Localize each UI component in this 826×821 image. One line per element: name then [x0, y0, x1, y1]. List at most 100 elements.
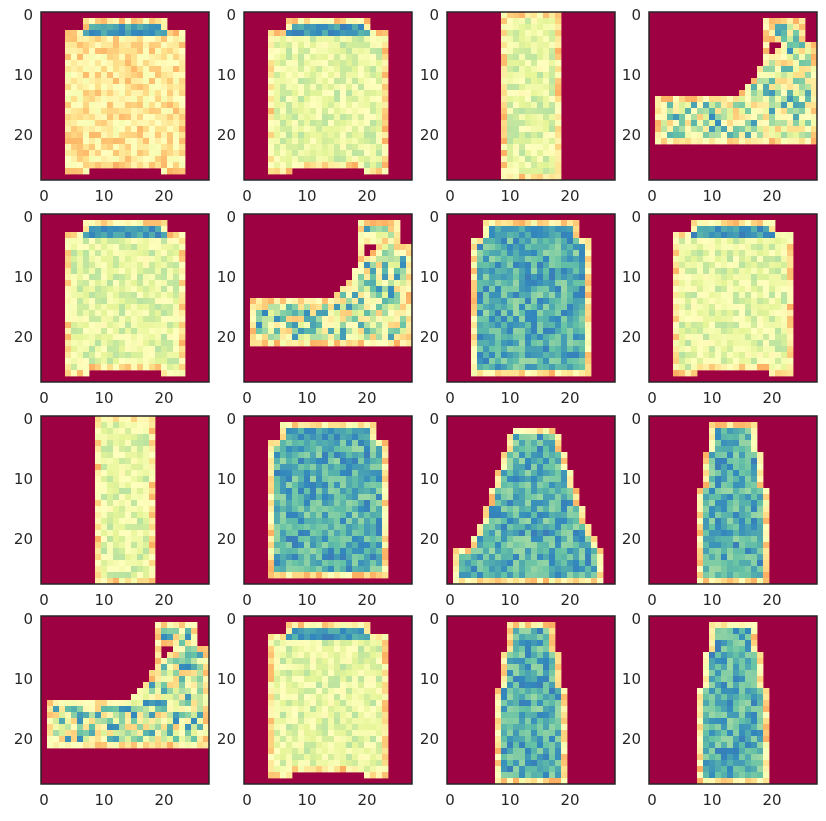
- heatmap-cell: [83, 96, 90, 103]
- heatmap-cell: [155, 162, 162, 169]
- heatmap-cell: [549, 458, 556, 465]
- heatmap-cell: [310, 440, 317, 447]
- heatmap-cell: [501, 500, 508, 507]
- heatmap-cell: [334, 42, 341, 49]
- heatmap-cell: [525, 428, 532, 435]
- heatmap-cell: [579, 506, 586, 513]
- heatmap-cell: [274, 328, 281, 335]
- heatmap-cell: [358, 422, 365, 429]
- heatmap-cell: [382, 156, 389, 163]
- heatmap-cell: [703, 304, 710, 311]
- heatmap-cell: [65, 102, 72, 109]
- heatmap-cell: [328, 464, 335, 471]
- heatmap-cell: [149, 542, 156, 549]
- heatmap-cell: [531, 560, 538, 567]
- heatmap-cell: [119, 42, 126, 49]
- heatmap-cell: [543, 292, 550, 299]
- heatmap-cell: [179, 72, 186, 79]
- heatmap-cell: [173, 66, 180, 73]
- heatmap-cell: [364, 48, 371, 55]
- heatmap-cell: [679, 238, 686, 245]
- heatmap-cell: [555, 244, 562, 251]
- heatmap-cell: [370, 446, 377, 453]
- heatmap-cell: [543, 530, 550, 537]
- heatmap-cell: [149, 506, 156, 513]
- heatmap-cell: [370, 168, 377, 175]
- heatmap-cell: [77, 340, 84, 347]
- heatmap-cell: [113, 220, 120, 227]
- heatmap-cell: [525, 334, 532, 341]
- heatmap-cell: [739, 488, 746, 495]
- heatmap-cell: [549, 476, 556, 483]
- heatmap-cell: [304, 458, 311, 465]
- heatmap-cell: [715, 340, 722, 347]
- heatmap-cell: [71, 358, 78, 365]
- heatmap-cell: [685, 304, 692, 311]
- heatmap-cell: [703, 220, 710, 227]
- heatmap-cell: [262, 298, 269, 305]
- heatmap-cell: [543, 560, 550, 567]
- heatmap-cell: [334, 126, 341, 133]
- heatmap-cell: [519, 560, 526, 567]
- heatmap-cell: [280, 66, 287, 73]
- heatmap-cell: [364, 464, 371, 471]
- heatmap-cell: [95, 42, 102, 49]
- heatmap-cell: [107, 226, 114, 233]
- heatmap-cell: [370, 90, 377, 97]
- heatmap-cell: [400, 292, 407, 299]
- heatmap-cell: [525, 286, 532, 293]
- heatmap-cell: [310, 96, 317, 103]
- heatmap-cell: [155, 310, 162, 317]
- heatmap-cell: [298, 72, 305, 79]
- heatmap-cell: [543, 322, 550, 329]
- heatmap-cell: [292, 560, 299, 567]
- heatmap-cell: [715, 102, 722, 109]
- heatmap-cell: [292, 42, 299, 49]
- heatmap-cell: [280, 298, 287, 305]
- heatmap-cell: [119, 352, 126, 359]
- heatmap-cell: [65, 90, 72, 97]
- heatmap-cell: [543, 84, 550, 91]
- heatmap-cell: [316, 482, 323, 489]
- heatmap-cell: [119, 220, 126, 227]
- heatmap-cell: [525, 156, 532, 163]
- heatmap-cell: [101, 440, 108, 447]
- heatmap-cell: [507, 292, 514, 299]
- heatmap-cell: [328, 84, 335, 91]
- heatmap-cell: [322, 72, 329, 79]
- heatmap-cell: [763, 524, 770, 531]
- heatmap-cell: [537, 578, 544, 585]
- heatmap-cell: [137, 232, 144, 239]
- heatmap-cell: [286, 60, 293, 67]
- heatmap-cell: [525, 316, 532, 323]
- heatmap-cell: [274, 42, 281, 49]
- heatmap-cell: [137, 560, 144, 567]
- heatmap-cell: [280, 512, 287, 519]
- heatmap-cell: [310, 78, 317, 85]
- heatmap-cell: [733, 108, 740, 115]
- heatmap-cell: [763, 244, 770, 251]
- heatmap-cell: [107, 530, 114, 537]
- heatmap-cell: [489, 310, 496, 317]
- heatmap-cell: [465, 578, 472, 585]
- heatmap-cell: [501, 250, 508, 257]
- heatmap-cell: [489, 536, 496, 543]
- heatmap-cell: [709, 120, 716, 127]
- heatmap-cell: [340, 476, 347, 483]
- heatmap-cell: [555, 328, 562, 335]
- heatmap-cell: [298, 310, 305, 317]
- heatmap-cell: [143, 54, 150, 61]
- heatmap-cell: [352, 120, 359, 127]
- heatmap-cell: [567, 298, 574, 305]
- heatmap-cell: [107, 84, 114, 91]
- heatmap-cell: [513, 72, 520, 79]
- heatmap-cell: [292, 60, 299, 67]
- heatmap-cell: [763, 102, 770, 109]
- heatmap-cell: [376, 132, 383, 139]
- heatmap-cell: [507, 452, 514, 459]
- heatmap-cell: [280, 108, 287, 115]
- heatmap-cell: [787, 30, 794, 37]
- heatmap-cell: [131, 440, 138, 447]
- heatmap-cell: [537, 144, 544, 151]
- heatmap-cell: [161, 250, 168, 257]
